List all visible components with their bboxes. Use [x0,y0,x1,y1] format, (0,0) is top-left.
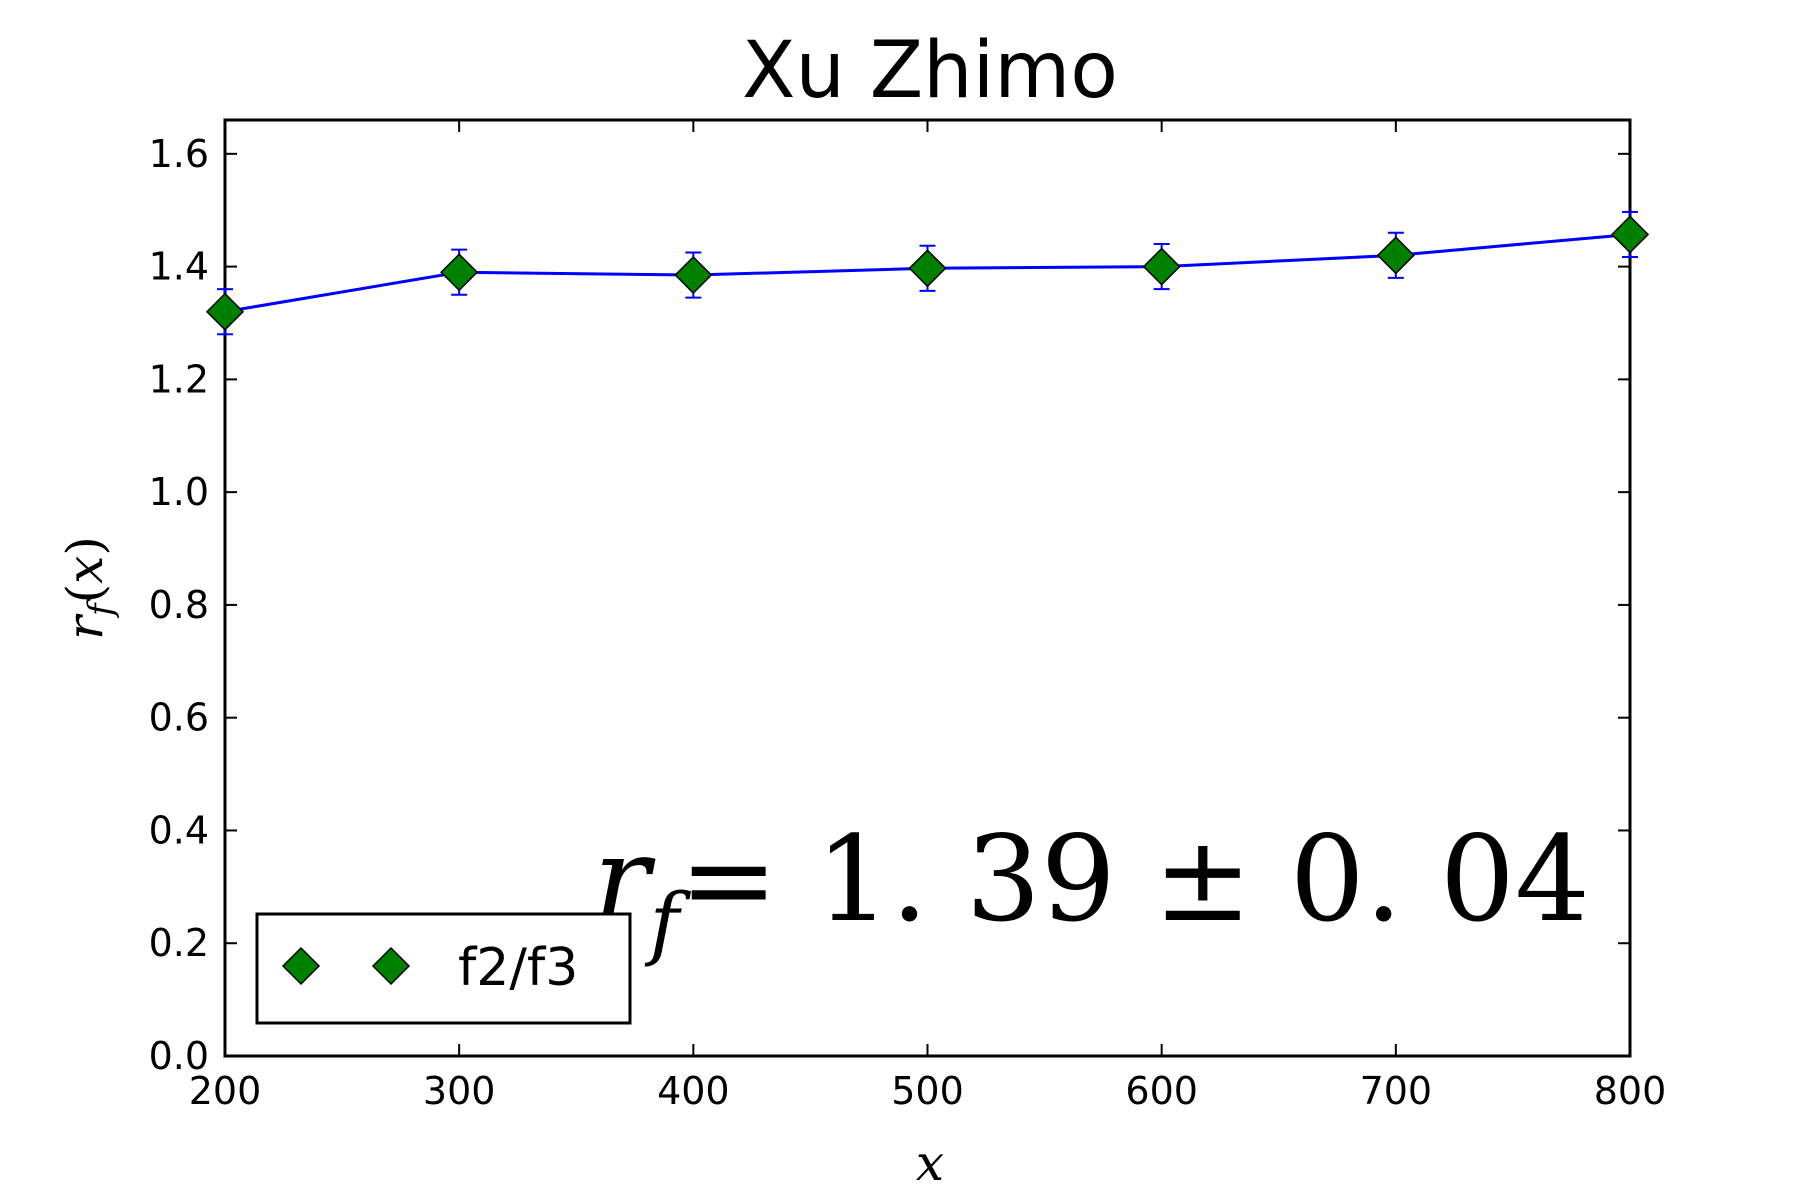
x-tick-label: 800 [1594,1069,1667,1113]
legend-marker-diamond [371,946,411,986]
y-tick-label: 0.0 [149,1034,209,1078]
x-tick-label: 200 [189,1069,262,1113]
data-point [1376,236,1415,275]
y-tick-label: 1.6 [149,132,209,176]
data-point [440,253,479,292]
x-tick-label: 700 [1360,1069,1433,1113]
chart-title: Xu Zhimo [742,26,1118,116]
y-tick-label: 0.8 [149,583,209,627]
legend: f2/f3 [255,912,632,1025]
legend-label: f2/f3 [458,938,578,998]
legend-box [255,912,632,1025]
x-axis-label: x [916,1134,944,1192]
data-point [1610,215,1650,254]
x-tick-label: 400 [657,1069,730,1113]
data-point [1142,247,1181,286]
y-tick-label: 1.4 [149,245,209,289]
y-tick-label: 1.2 [149,357,209,401]
series-layer [205,210,1650,336]
data-point [908,249,947,288]
y-tick-label: 1.0 [149,470,209,514]
x-tick-label: 300 [423,1069,496,1113]
data-point [205,292,245,331]
y-tick-label: 0.4 [149,808,209,852]
y-tick-label: 0.2 [149,921,209,965]
result-annotation: rf= 1. 39 ± 0. 04 [593,810,1590,969]
x-axis-ticks: 200 300 400 500 600 700 800 [189,120,1667,1113]
legend-marker-diamond [281,946,321,986]
data-point [674,255,713,295]
x-tick-label: 600 [1125,1069,1198,1113]
y-axis-label: rf(x) [56,536,121,640]
y-axis-ticks: 0.0 0.2 0.4 0.6 0.8 1.0 1.2 1.4 1.6 [149,132,1630,1078]
x-tick-label: 500 [891,1069,964,1113]
y-tick-label: 0.6 [149,696,209,740]
